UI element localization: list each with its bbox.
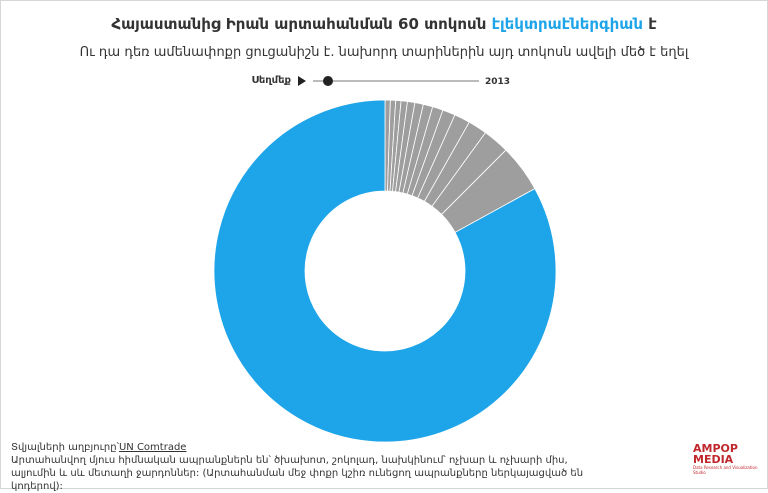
year-label: 2013 [485, 77, 510, 87]
source: Տվյալների աղբյուրը՝UN Comtrade [11, 441, 611, 454]
title-part: Հայաստանից Իրան արտահանման 60 տոկոսն [111, 15, 487, 33]
footer: Տվյալների աղբյուրը՝UN Comtrade Արտահանվո… [11, 441, 611, 493]
source-link[interactable]: UN Comtrade [118, 442, 187, 453]
slider-handle[interactable] [323, 76, 333, 86]
logo-brand: AMPOP MEDIA [693, 442, 738, 466]
chart-title: Հայաստանից Իրան արտահանման 60 տոկոսն էլե… [1, 15, 767, 33]
play-label[interactable]: Սեղմեք [252, 75, 292, 86]
source-label: Տվյալների աղբյուրը՝ [11, 442, 119, 453]
logo-tagline: Data Research and Visualization Studio [693, 465, 758, 475]
pie [213, 99, 557, 443]
play-button[interactable] [298, 76, 306, 86]
title-part: է [648, 15, 657, 33]
logo: AMPOP MEDIA Data Research and Visualizat… [693, 443, 763, 475]
footer-note: Արտահանվող մյուս հիմնական ապրանքներն են՝… [11, 455, 584, 492]
chart-subtitle: Ու դա դեռ ամենափոքր ցուցանիշն է. նախորդ … [79, 45, 689, 60]
title-highlight: էլեկտրաէներգիան [491, 15, 643, 33]
pie-slice[interactable] [213, 99, 557, 443]
